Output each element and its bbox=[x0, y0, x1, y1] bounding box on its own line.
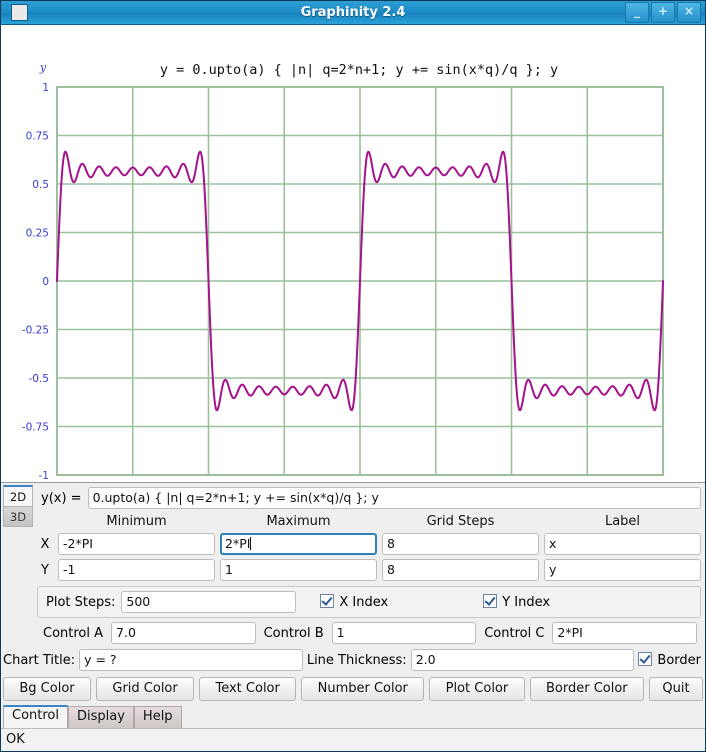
equation-label: y(x) = bbox=[41, 490, 82, 506]
window-title: Graphinity 2.4 bbox=[300, 5, 406, 20]
svg-text:0.75: 0.75 bbox=[26, 131, 49, 143]
control-a-input[interactable]: 7.0 bbox=[111, 622, 256, 644]
tab-bar: Control Display Help bbox=[1, 704, 705, 728]
control-c-label: Control C bbox=[484, 625, 545, 641]
control-values-row: Control A 7.0 Control B 1 Control C 2*PI bbox=[37, 622, 701, 644]
x-minimum-input[interactable]: -2*PI bbox=[58, 533, 215, 555]
number-color-button[interactable]: Number Color bbox=[301, 677, 425, 701]
text-caret bbox=[250, 537, 252, 550]
title-bar[interactable]: Graphinity 2.4 _ + × bbox=[1, 1, 705, 25]
control-b-label: Control B bbox=[263, 625, 324, 641]
bg-color-button[interactable]: Bg Color bbox=[3, 677, 91, 701]
y-index-label: Y Index bbox=[502, 595, 551, 610]
close-icon[interactable]: × bbox=[677, 2, 701, 23]
y-label-input[interactable]: y bbox=[544, 559, 701, 581]
control-c-input[interactable]: 2*PI bbox=[552, 622, 697, 644]
tab-control[interactable]: Control bbox=[3, 705, 68, 728]
x-maximum-value: 2*PI bbox=[225, 536, 251, 551]
text-color-button[interactable]: Text Color bbox=[199, 677, 297, 701]
plot-steps-input[interactable]: 500 bbox=[121, 591, 297, 613]
plot-steps-group: Plot Steps: 500 X Index Y Index bbox=[37, 586, 701, 618]
x-index-checkbox[interactable]: X Index bbox=[320, 594, 388, 610]
x-index-label: X Index bbox=[339, 595, 389, 610]
svg-text:-0.25: -0.25 bbox=[22, 325, 49, 337]
sidetab-2d[interactable]: 2D bbox=[3, 485, 33, 506]
app-icon[interactable] bbox=[11, 4, 28, 21]
control-b-input[interactable]: 1 bbox=[331, 622, 477, 644]
range-grid: Minimum Maximum Grid Steps Label X -2*PI… bbox=[37, 514, 701, 581]
svg-text:0.25: 0.25 bbox=[26, 228, 49, 240]
column-header-maximum: Maximum bbox=[266, 514, 331, 529]
grid-color-button[interactable]: Grid Color bbox=[96, 677, 195, 701]
checkbox-icon-x-index bbox=[320, 594, 335, 608]
row-axis-x: X bbox=[40, 536, 50, 552]
chart-title-input[interactable]: y = ? bbox=[79, 649, 303, 671]
svg-text:0.5: 0.5 bbox=[32, 179, 49, 191]
bottom-section: Control Display Help OK bbox=[1, 704, 705, 751]
y-index-checkbox[interactable]: Y Index bbox=[483, 594, 550, 610]
chart-title-label: Chart Title: bbox=[3, 652, 76, 668]
x-label-input[interactable]: x bbox=[544, 533, 701, 555]
equation-input[interactable]: 0.upto(a) { |n| q=2*n+1; y += sin(x*q)/q… bbox=[87, 487, 701, 509]
chart-svg: y = 0.upto(a) { |n| q=2*n+1; y += sin(x*… bbox=[22, 61, 664, 481]
plot-color-button[interactable]: Plot Color bbox=[429, 677, 525, 701]
y-minimum-input[interactable]: -1 bbox=[58, 559, 215, 581]
quit-button[interactable]: Quit bbox=[649, 677, 704, 701]
plot-canvas[interactable]: y = 0.upto(a) { |n| q=2*n+1; y += sin(x*… bbox=[1, 25, 705, 483]
column-header-minimum: Minimum bbox=[106, 514, 167, 529]
line-thickness-input[interactable]: 2.0 bbox=[410, 649, 635, 671]
maximize-icon[interactable]: + bbox=[651, 2, 675, 23]
line-thickness-label: Line Thickness: bbox=[306, 652, 407, 668]
control-panel: 2D 3D y(x) = 0.upto(a) { |n| q=2*n+1; y … bbox=[1, 483, 705, 751]
row-axis-y: Y bbox=[41, 562, 49, 578]
svg-text:1: 1 bbox=[42, 82, 49, 94]
tab-help[interactable]: Help bbox=[133, 706, 182, 728]
control-a-label: Control A bbox=[43, 625, 104, 641]
svg-text:0: 0 bbox=[42, 276, 49, 288]
svg-text:y = 0.upto(a) { |n| q=2*n+1; y: y = 0.upto(a) { |n| q=2*n+1; y += sin(x*… bbox=[160, 62, 558, 78]
window-buttons: _ + × bbox=[625, 2, 701, 23]
status-bar: OK bbox=[1, 728, 705, 751]
y-grid-steps-input[interactable]: 8 bbox=[382, 559, 539, 581]
column-header-grid-steps: Grid Steps bbox=[426, 514, 495, 529]
y-maximum-input[interactable]: 1 bbox=[220, 559, 377, 581]
checkbox-icon-border bbox=[638, 652, 653, 666]
dimension-tabs: 2D 3D bbox=[3, 485, 35, 527]
minimize-icon[interactable]: _ bbox=[625, 2, 649, 23]
chart-title-row: Chart Title: y = ? Line Thickness: 2.0 B… bbox=[1, 649, 705, 671]
border-color-button[interactable]: Border Color bbox=[529, 677, 645, 701]
x-maximum-input[interactable]: 2*PI bbox=[220, 533, 377, 555]
svg-text:-1: -1 bbox=[39, 470, 49, 481]
svg-text:y: y bbox=[39, 61, 47, 74]
column-header-label: Label bbox=[604, 514, 641, 529]
checkbox-icon-y-index bbox=[483, 594, 498, 608]
border-checkbox[interactable]: Border bbox=[638, 652, 701, 668]
tab-display[interactable]: Display bbox=[68, 706, 134, 728]
svg-text:-0.75: -0.75 bbox=[22, 422, 49, 434]
svg-text:-0.5: -0.5 bbox=[29, 373, 50, 385]
plot-steps-label: Plot Steps: bbox=[46, 594, 116, 610]
border-label: Border bbox=[657, 653, 701, 668]
equation-row: y(x) = 0.upto(a) { |n| q=2*n+1; y += sin… bbox=[37, 485, 701, 511]
color-button-row: Bg Color Grid Color Text Color Number Co… bbox=[1, 677, 705, 701]
control-panel-body: y(x) = 0.upto(a) { |n| q=2*n+1; y += sin… bbox=[35, 483, 705, 644]
x-grid-steps-input[interactable]: 8 bbox=[382, 533, 539, 555]
sidetab-3d[interactable]: 3D bbox=[3, 506, 33, 527]
